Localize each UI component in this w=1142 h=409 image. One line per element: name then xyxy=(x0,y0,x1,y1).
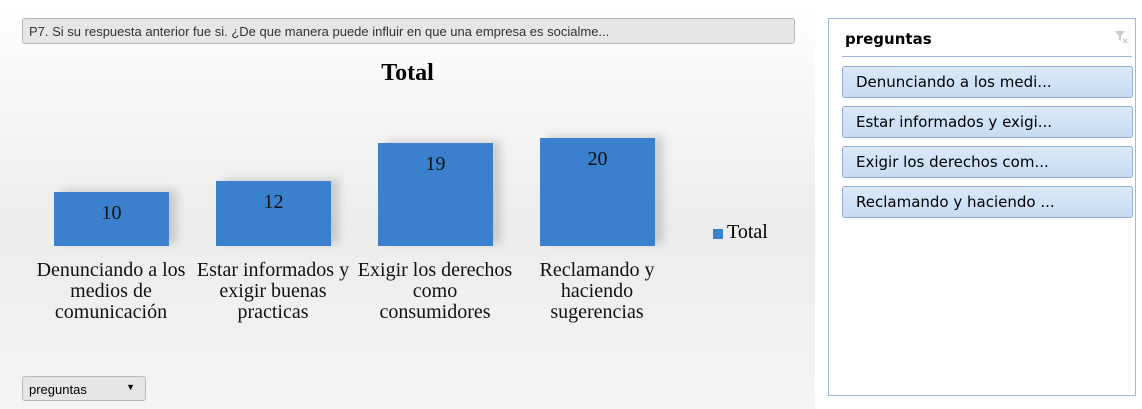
clear-filter-icon[interactable] xyxy=(1114,30,1128,44)
x-tick-label: Denunciando a los medios de comunicación xyxy=(36,259,186,323)
value-label: 20 xyxy=(587,148,608,170)
slicer-item[interactable]: Reclamando y haciendo ... xyxy=(842,186,1133,218)
axis-field-button[interactable]: preguntas ▼ xyxy=(22,376,146,401)
slicer-divider xyxy=(842,56,1132,57)
x-tick-label: Estar informados y exigir buenas practic… xyxy=(196,259,350,323)
legend-swatch xyxy=(713,229,723,239)
field-button[interactable]: P7. Si su respuesta anterior fue si. ¿De… xyxy=(22,18,795,44)
value-label: 19 xyxy=(425,153,446,176)
legend-label: Total xyxy=(727,221,768,243)
slicer-item[interactable]: Estar informados y exigi... xyxy=(842,106,1133,138)
chart-title: Total xyxy=(381,60,434,86)
dropdown-arrow: ▼ xyxy=(126,382,135,392)
bar xyxy=(540,138,655,246)
bar xyxy=(54,192,169,246)
value-label: 10 xyxy=(101,202,122,224)
slicer-title: preguntas xyxy=(845,30,932,48)
x-tick-label: Reclamando y haciendo sugerencias xyxy=(539,259,655,323)
bar xyxy=(378,143,493,246)
axis-field-label: preguntas xyxy=(29,382,87,397)
slicer-item[interactable]: Exigir los derechos com... xyxy=(842,146,1133,178)
value-label: 12 xyxy=(263,191,284,214)
slicer-item[interactable]: Denunciando a los medi... xyxy=(842,66,1133,98)
bar xyxy=(216,181,331,246)
x-tick-label: Exigir los derechos como consumidores xyxy=(357,259,513,323)
